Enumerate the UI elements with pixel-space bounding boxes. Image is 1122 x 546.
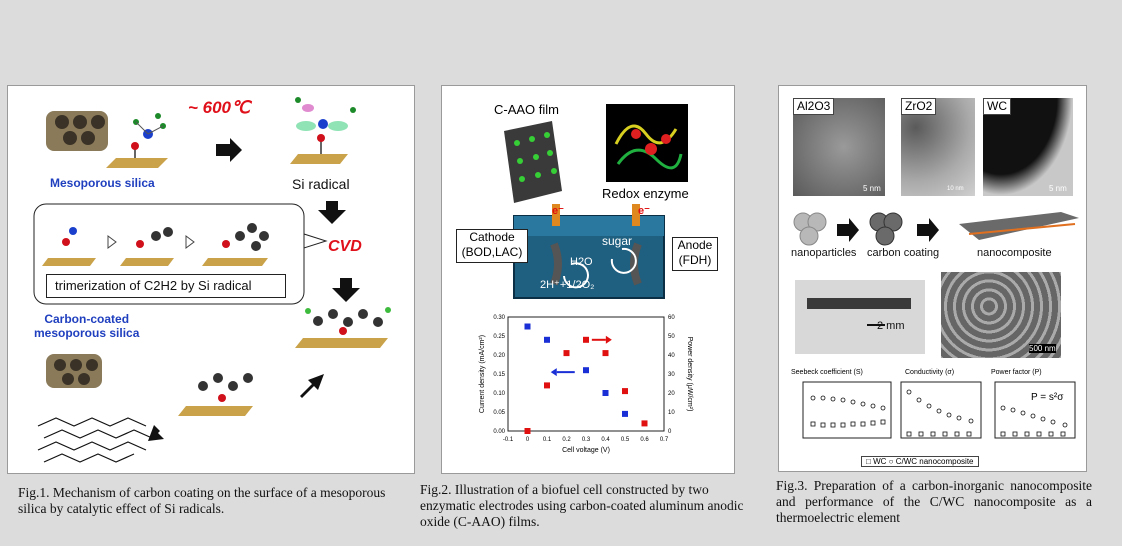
plot-legend: □ WC ○ C/WC nanocomposite <box>861 456 979 467</box>
tem-wc-label: WC <box>983 98 1011 115</box>
pf-formula: P = s²σ <box>1031 392 1064 403</box>
data-point-series-1 <box>622 388 628 395</box>
scale-zro2: 10 nm <box>947 186 964 192</box>
fig3-caption: Fig.3. Preparation of a carbon-inorganic… <box>776 478 1092 525</box>
scale-al2o3: 5 nm <box>863 184 881 193</box>
electron-right: e⁻ <box>638 205 650 217</box>
fig2-caption: Fig.2. Illustration of a biofuel cell co… <box>420 482 744 529</box>
carbon-coating-label: carbon coating <box>867 247 940 259</box>
trimerization-sequence-icon <box>42 223 269 266</box>
graphene-sheet-icon <box>37 417 153 463</box>
right-axis-arrowhead <box>605 335 612 344</box>
nanocomposite-process-graphic <box>793 212 1079 246</box>
data-point-series-1 <box>544 382 550 389</box>
graphene-molecule-icon <box>295 307 391 348</box>
arrow-right-icon <box>216 138 242 162</box>
carbon-coated-label: Carbon-coated mesoporous silica <box>34 312 140 340</box>
scale-wc: 5 nm <box>1049 184 1067 193</box>
plot-title-conductivity: Conductivity (σ) <box>905 369 955 376</box>
reaction-label: 2H⁺+1/2O₂ <box>540 279 595 291</box>
si-radical-label: Si radical <box>292 176 350 192</box>
y2-tick-label: 60 <box>668 315 675 321</box>
scale-2mm: 2 mm <box>877 320 905 332</box>
fig2-chart: -0.1 0 0.1 0.2 0.3 0.4 0.5 0.6 0.7 0.00 0.05 0.10 0.… <box>479 315 693 454</box>
nanoparticles-label: nanoparticles <box>791 247 857 259</box>
x-tick-label: 0.6 <box>640 437 649 443</box>
cathode-box: Cathode (BOD,LAC) <box>456 229 528 263</box>
x-tick-label: 0.1 <box>543 437 552 443</box>
y2-tick-label: 30 <box>668 372 675 378</box>
nanocomposite-label: nanocomposite <box>977 247 1052 259</box>
y2-tick-label: 20 <box>668 391 675 397</box>
graphene-layer-icon <box>178 373 253 416</box>
x-tick-label: 0.3 <box>582 437 591 443</box>
mesoporous-silica-label: Mesoporous silica <box>50 176 155 190</box>
film-label: C-AAO film <box>494 102 559 117</box>
y-tick-label: 0.15 <box>493 372 505 378</box>
trimerization-box: trimerization of C2H2 by Si radical <box>46 274 286 298</box>
enzyme-image <box>606 104 688 182</box>
y-tick-label: 0.00 <box>493 429 505 435</box>
y2-tick-label: 10 <box>668 410 675 416</box>
y2-axis-label: Power density (μW/cm²) <box>686 337 693 412</box>
enzyme-label: Redox enzyme <box>602 186 689 201</box>
data-point-series-1 <box>641 420 648 427</box>
substrate-icon <box>106 158 168 168</box>
fig1-caption: Fig.1. Mechanism of carbon coating on th… <box>18 485 386 516</box>
y-tick-label: 0.30 <box>493 315 505 321</box>
fig1-panel: ~ 600℃ Mesoporous silica Si radical CVD … <box>7 85 415 474</box>
thermoelectric-plots <box>802 381 1076 439</box>
data-point-series-1 <box>602 350 609 357</box>
arrow-down-icon <box>318 201 346 224</box>
cell-graphic <box>513 204 665 299</box>
x-tick-label: 0.7 <box>660 437 669 443</box>
x-axis-label: Cell voltage (V) <box>562 447 610 454</box>
y2-tick-label: 40 <box>668 353 675 359</box>
silica-block-icon <box>46 111 108 151</box>
y-tick-label: 0.25 <box>493 334 505 340</box>
x-tick-label: 0 <box>526 437 530 443</box>
tem-zro2-label: ZrO2 <box>901 98 937 115</box>
data-point-series-1 <box>583 336 589 343</box>
anode-box: Anode (FDH) <box>672 237 718 271</box>
data-point-series-0 <box>602 390 609 396</box>
legend-wc: WC <box>873 457 887 466</box>
sugar-label: sugar <box>602 234 633 248</box>
temperature-label: ~ 600℃ <box>188 98 251 117</box>
y-axis-label: Current density (mA/cm²) <box>479 335 486 413</box>
data-point-series-0 <box>583 367 589 374</box>
plot-title-seebeck: Seebeck coefficient (S) <box>791 369 863 376</box>
electron-left: e⁻ <box>552 205 564 217</box>
y-tick-label: 0.10 <box>493 391 505 397</box>
tem-al2o3-label: Al2O3 <box>793 98 835 115</box>
plot-title-power: Power factor (P) <box>991 369 1042 376</box>
sem-image <box>941 272 1061 358</box>
x-tick-label: -0.1 <box>503 437 514 443</box>
legend-wc-marker: □ <box>866 457 874 466</box>
legend-cwc: C/WC nanocomposite <box>895 457 974 466</box>
plot-frame <box>507 316 665 432</box>
y-tick-label: 0.20 <box>493 353 505 359</box>
fig2-panel: C-AAO film Redox enzyme e⁻ e⁻ Cathode (B… <box>441 85 735 474</box>
x-tick-label: 0.4 <box>601 437 610 443</box>
y2-tick-label: 0 <box>668 429 672 435</box>
data-point-series-0 <box>544 336 550 343</box>
scale-500nm: 500 nm <box>1029 344 1056 353</box>
water-label: H2O <box>570 256 593 268</box>
data-point-series-1 <box>524 428 531 434</box>
x-tick-label: 0.5 <box>621 437 630 443</box>
legend-cwc-marker: ○ <box>888 457 896 466</box>
cvd-label: CVD <box>328 238 362 255</box>
sample-bar-image <box>795 280 925 354</box>
data-point-series-0 <box>524 323 531 330</box>
data-point-series-0 <box>622 410 628 417</box>
x-tick-label: 0.2 <box>562 437 571 443</box>
y2-tick-label: 50 <box>668 334 675 340</box>
left-axis-arrowhead <box>550 368 557 377</box>
film-graphic <box>504 121 562 203</box>
y-tick-label: 0.05 <box>493 410 505 416</box>
data-point-series-1 <box>563 350 570 357</box>
trimerization-label: trimerization of C2H2 by Si radical <box>55 278 252 293</box>
fig3-panel: Al2O3 ZrO2 WC 5 nm 10 nm 5 nm nanopartic… <box>778 85 1087 472</box>
